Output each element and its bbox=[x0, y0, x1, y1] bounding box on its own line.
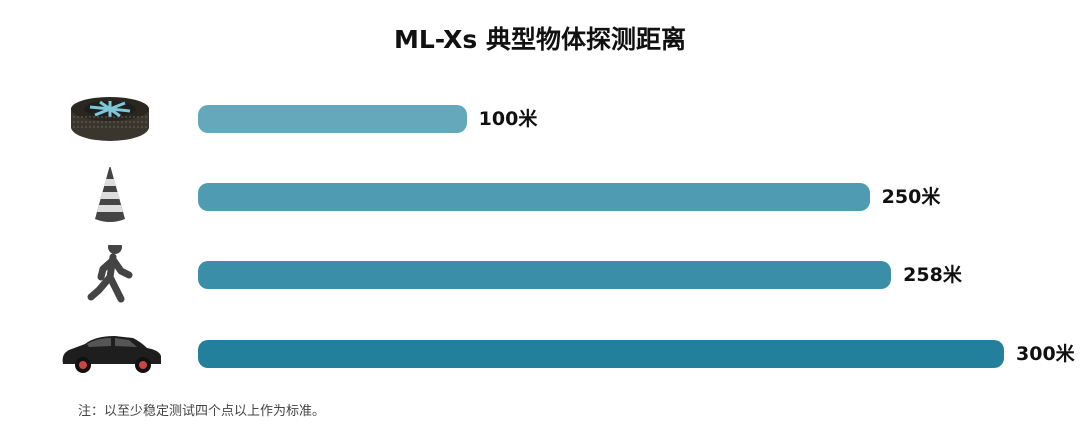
value-label: 258米 bbox=[903, 264, 962, 286]
bar-row-tire: 100米 bbox=[0, 89, 1080, 149]
value-label: 300米 bbox=[1016, 343, 1075, 365]
bar-row-pedestrian: 258米 bbox=[0, 240, 1080, 305]
traffic-cone-icon bbox=[55, 165, 165, 227]
bar bbox=[198, 261, 892, 289]
bar bbox=[198, 105, 467, 133]
value-label: 250米 bbox=[881, 186, 941, 208]
bar-row-car: 300米 bbox=[0, 324, 1080, 384]
footnote: 注：以至少稳定测试四个点以上作为标准。 bbox=[78, 404, 326, 419]
bar-row-traffic-cone: 250米 bbox=[0, 165, 1080, 227]
tire-icon bbox=[55, 89, 165, 149]
bar bbox=[198, 183, 870, 211]
bar bbox=[198, 340, 1004, 368]
car-icon bbox=[55, 324, 165, 384]
chart-title: ML-Xs 典型物体探测距离 bbox=[393, 25, 686, 54]
value-label: 100米 bbox=[478, 108, 538, 130]
pedestrian-icon bbox=[55, 240, 165, 305]
